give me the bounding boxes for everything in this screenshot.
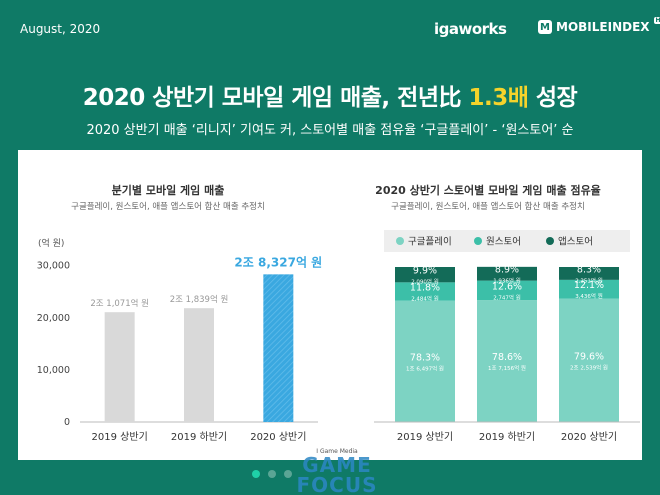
segment-pct-label: 78.3% bbox=[410, 352, 440, 363]
page-dot-2[interactable] bbox=[268, 470, 276, 478]
bar bbox=[104, 312, 135, 422]
stacked-bar-segment bbox=[477, 300, 537, 422]
left-chart-title: 분기별 모바일 게임 매출 bbox=[111, 184, 225, 197]
mobileindex-label: MOBILEINDEX bbox=[556, 20, 650, 34]
stacked-bar-segment bbox=[477, 266, 537, 281]
stacked-bar-segment bbox=[477, 280, 537, 301]
x-tick-label: 2019 하반기 bbox=[171, 430, 227, 443]
stacked-bar-segment bbox=[395, 267, 455, 283]
x-tick-label: 2019 상반기 bbox=[92, 431, 148, 443]
page-dot-3[interactable] bbox=[284, 470, 292, 478]
page-indicator bbox=[252, 470, 292, 478]
segment-pct-label: 8.3% bbox=[577, 264, 601, 275]
stacked-bar-segment bbox=[395, 282, 455, 301]
segment-amount-label: 3,436억 원 bbox=[575, 292, 603, 300]
y-tick-label: 10,000 bbox=[37, 365, 70, 376]
title-main: 2020 상반기 모바일 게임 매출, 전년比 bbox=[82, 85, 469, 111]
x-tick-label: 2019 상반기 bbox=[397, 431, 453, 443]
x-tick-label: 2019 하반기 bbox=[479, 430, 535, 443]
title-end: 성장 bbox=[528, 85, 578, 111]
segment-amount-label: 2조 2,539억 원 bbox=[570, 363, 608, 371]
segment-pct-label: 79.6% bbox=[574, 351, 604, 362]
watermark-name: GAME FOCUS bbox=[296, 453, 378, 495]
bar bbox=[263, 274, 294, 422]
legend-box bbox=[384, 230, 630, 252]
segment-pct-label: 8.9% bbox=[495, 265, 519, 276]
x-tick-label: 2020 상반기 bbox=[561, 431, 617, 443]
segment-amount-label: 2,351억 원 bbox=[575, 276, 603, 284]
stacked-bar-segment bbox=[559, 298, 619, 422]
store-share-chart: 구글플레이 원스토어 앱스토어 78.3%1조 6,497억 원 11.8%2,484억… bbox=[374, 230, 640, 443]
bar bbox=[184, 308, 214, 422]
y-tick-label: 20,000 bbox=[37, 313, 70, 324]
y-axis-label: (억 원) bbox=[38, 237, 64, 249]
segment-pct-label: 12.1% bbox=[574, 280, 604, 291]
watermark-small: I Game Media bbox=[316, 448, 358, 455]
segment-pct-label: 11.8% bbox=[410, 282, 440, 293]
legend-label: 원스토어 bbox=[486, 237, 521, 248]
gamefocus-watermark: I Game Media GAME FOCUS bbox=[272, 448, 402, 495]
left-chart-subtitle: 구글플레이, 원스토어, 애플 앱스토어 합산 매출 추정치 bbox=[71, 202, 265, 212]
legend-label: 앱스토어 bbox=[558, 236, 593, 248]
segment-amount-label: 2,747억 원 bbox=[493, 293, 521, 301]
legend-label: 구글플레이 bbox=[408, 237, 452, 248]
segment-pct-label: 12.6% bbox=[492, 281, 522, 292]
right-chart-title: 2020 상반기 스토어별 모바일 게임 매출 점유율 bbox=[375, 184, 601, 197]
bar-value-label: 2조 1,839억 원 bbox=[170, 294, 229, 305]
y-tick-label: 0 bbox=[64, 417, 70, 428]
igaworks-logo: igaworks bbox=[434, 20, 507, 38]
stacked-bar-segment bbox=[559, 279, 619, 299]
right-chart-subtitle: 구글플레이, 원스토어, 애플 앱스토어 합산 매출 추정치 bbox=[391, 202, 585, 212]
x-tick-label: 2020 상반기 bbox=[250, 431, 306, 443]
bar-value-label: 2조 1,071억 원 bbox=[90, 298, 149, 309]
mobileindex-logo: M MOBILEINDEX HD bbox=[538, 16, 660, 34]
segment-pct-label: 9.9% bbox=[413, 266, 437, 277]
segment-pct-label: 78.6% bbox=[492, 352, 522, 363]
report-date: August, 2020 bbox=[20, 22, 101, 36]
mobileindex-icon: M bbox=[538, 20, 552, 34]
chart-panel: 분기별 모바일 게임 매출 구글플레이, 원스토어, 애플 앱스토어 합산 매출… bbox=[18, 150, 642, 460]
page-subtitle: 2020 상반기 매출 ‘리니지’ 기여도 커, 스토어별 매출 점유율 ‘구글… bbox=[86, 123, 574, 138]
quarterly-revenue-chart: (억 원) 0 10,000 20,000 30,000 2조 1,071억 원 2019 … bbox=[37, 237, 322, 443]
page-dot-1[interactable] bbox=[252, 470, 260, 478]
stacked-bar-segment bbox=[559, 267, 619, 280]
segment-amount-label: 2,090억 원 bbox=[411, 278, 439, 286]
legend-marker bbox=[546, 237, 554, 245]
legend-marker bbox=[474, 237, 482, 245]
hd-badge: HD bbox=[653, 16, 660, 24]
legend-marker bbox=[396, 237, 404, 245]
segment-amount-label: 1,936억 원 bbox=[493, 277, 521, 285]
page-title: 2020 상반기 모바일 게임 매출, 전년比 1.3배 성장 bbox=[0, 78, 660, 112]
y-tick-label: 30,000 bbox=[37, 261, 70, 272]
segment-amount-label: 2,484억 원 bbox=[411, 294, 439, 302]
segment-amount-label: 1조 6,497억 원 bbox=[406, 364, 444, 372]
stacked-bar-segment bbox=[395, 300, 455, 422]
bar-value-label: 2조 8,327억 원 bbox=[234, 255, 322, 269]
title-highlight: 1.3배 bbox=[468, 85, 529, 111]
segment-amount-label: 1조 7,156억 원 bbox=[488, 364, 526, 372]
